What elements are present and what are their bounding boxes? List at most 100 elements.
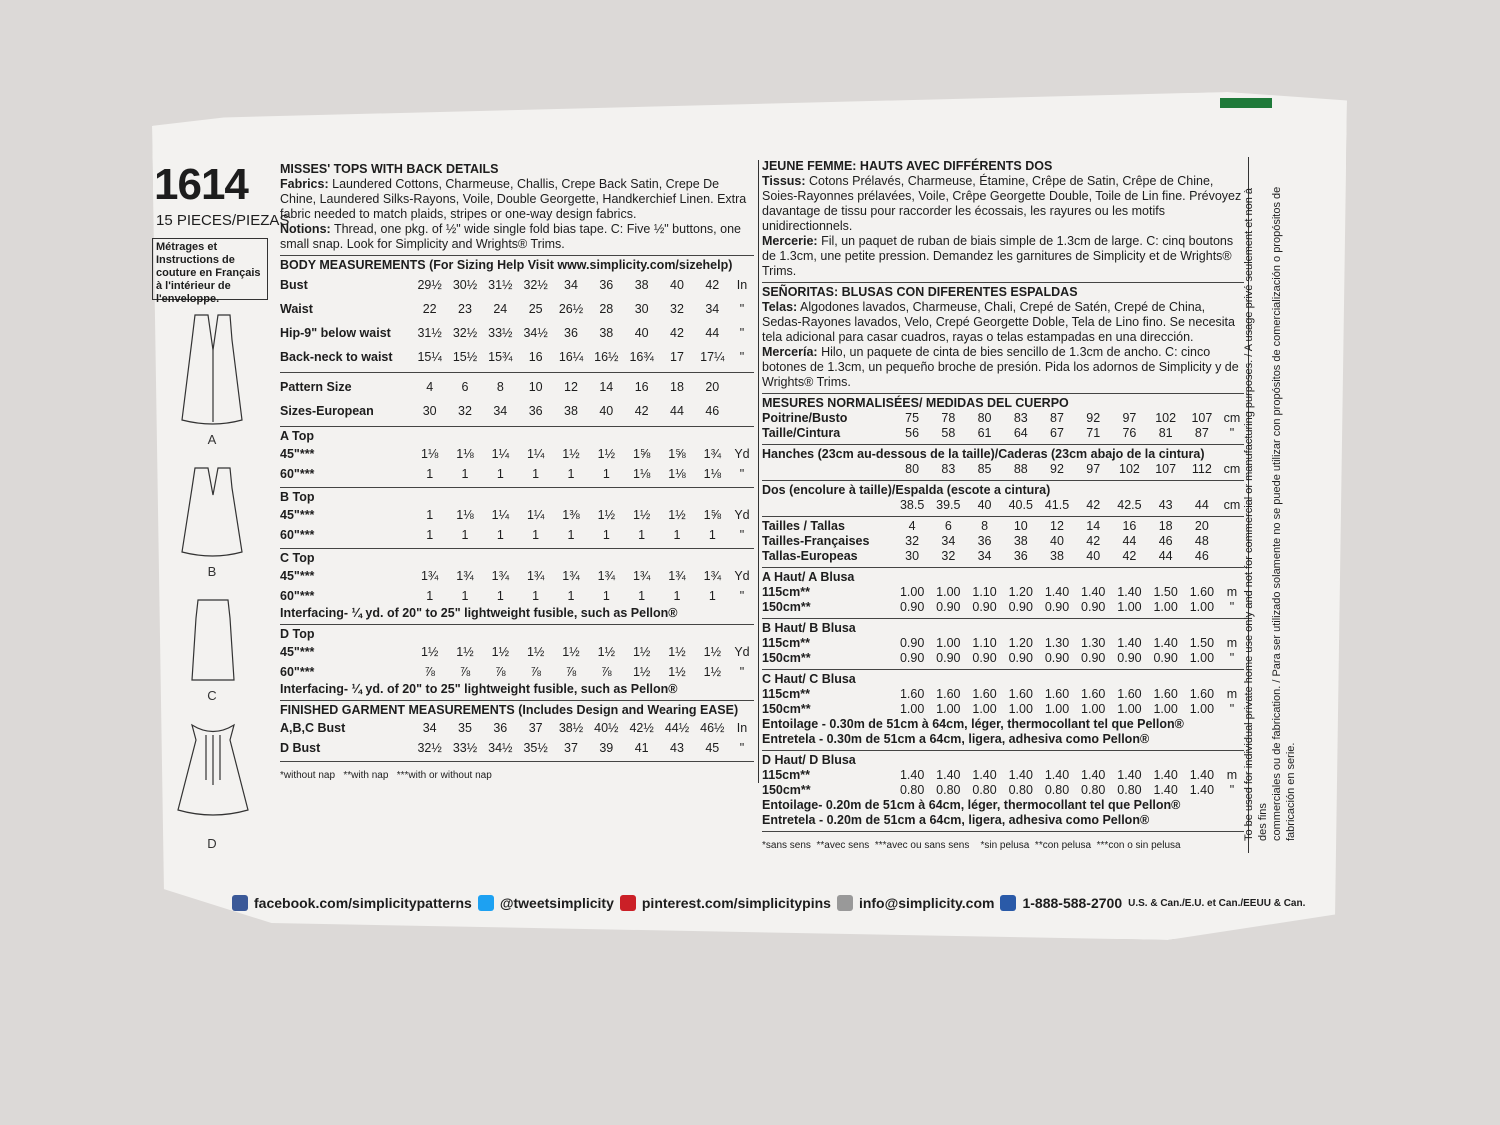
- section: B Top 45"*** 1 1⅛ 1¼ 1¼ 1⅜ 1½ 1½ 1½ 1⅝ Yd 60"*** 1 1 1 1…: [280, 488, 754, 549]
- cell: 1½: [703, 645, 722, 659]
- paragraph-label: Fabrics:: [280, 177, 329, 191]
- section-title: SEÑORITAS: BLUSAS CON DIFERENTES ESPALDA…: [762, 285, 1078, 299]
- cell: 36: [528, 404, 543, 418]
- table-row: Sizes-European 30 32 34 36 38 40 42 44 46: [280, 399, 754, 423]
- table-row: Poitrine/Busto 75 78 80 83 87 92 97 102 107 cm: [762, 411, 1244, 426]
- cell: 1¼: [526, 508, 545, 522]
- facebook[interactable]: facebook.com/simplicitypatterns: [254, 895, 472, 911]
- cell: ": [739, 528, 745, 542]
- cell: 1½: [668, 508, 686, 522]
- cell: 1¾: [632, 569, 651, 583]
- cell: 0.90: [899, 600, 925, 614]
- cell: 40: [634, 326, 649, 340]
- table-row: 150cm** 0.90 0.90 0.90 0.90 0.90 0.90 0.90 0.90 1…: [762, 651, 1244, 666]
- cell: 42: [705, 278, 720, 292]
- paragraph-label: Telas:: [762, 300, 798, 314]
- section: A Top 45"*** 1⅛ 1⅛ 1¼ 1¼ 1½ 1½ 1⅝ 1⅝ 1¾ Yd 60"*** 1 1 1…: [280, 427, 754, 488]
- cell: 80: [977, 411, 992, 425]
- cell: 1: [602, 528, 610, 542]
- table-row: Waist 22 23 24 25 26½ 28 30 32 34 ": [280, 297, 754, 321]
- email[interactable]: info@simplicity.com: [858, 895, 995, 911]
- cell: 43: [670, 741, 684, 755]
- table-row: 60"*** 1 1 1 1 1 1 1⅛ 1⅛ 1⅛ ": [280, 464, 754, 484]
- cell: 40: [1050, 534, 1064, 548]
- note: Interfacing- ¼ yd. of 20" to 25" lightwe…: [280, 682, 678, 696]
- cell: 0.80: [1044, 783, 1070, 797]
- cell: ": [739, 589, 745, 603]
- cell: 1: [426, 467, 434, 481]
- cell: 1¾: [562, 569, 580, 583]
- cell: 44: [1122, 534, 1137, 548]
- row-label: 115cm**: [762, 636, 810, 650]
- cell: 18: [670, 380, 684, 394]
- cell: ": [1229, 783, 1235, 797]
- cell: 1: [496, 528, 504, 542]
- cell: 107: [1191, 411, 1213, 425]
- cell: Yd: [734, 508, 750, 522]
- cell: 24: [493, 302, 508, 316]
- row-label: Pattern Size: [280, 380, 352, 394]
- cell: 1½: [668, 665, 686, 679]
- cell: 46: [1194, 549, 1209, 563]
- cell: 36: [1013, 549, 1028, 563]
- cell: 22: [422, 302, 437, 316]
- cell: 1⅝: [703, 508, 722, 522]
- cell: 17¼: [700, 350, 725, 364]
- section: D Haut/ D Blusa 115cm** 1.40 1.40 1.40 1.40 1.…: [762, 751, 1244, 832]
- cell: 40: [977, 498, 992, 512]
- row-label: 115cm**: [762, 585, 810, 599]
- cell: 16¼: [558, 350, 584, 364]
- twitter-icon: [477, 895, 494, 911]
- table-row: 150cm** 0.80 0.80 0.80 0.80 0.80 0.80 0.80 1.40 1…: [762, 783, 1244, 798]
- cell: 42.5: [1117, 498, 1142, 512]
- table-row: 150cm** 1.00 1.00 1.00 1.00 1.00 1.00 1.00 1.00 1…: [762, 702, 1244, 717]
- cell: 45: [705, 741, 720, 755]
- cell: 34: [705, 302, 720, 316]
- section: D Top 45"*** 1½ 1½ 1½ 1½ 1½ 1½ 1½ 1½ 1½ Yd 60"*** ⅞ ⅞ ⅞…: [280, 625, 754, 701]
- cell: 1: [532, 589, 540, 603]
- cell: 1⅛: [632, 467, 651, 481]
- paragraph-text: Hilo, un paquete de cinta de bies sencil…: [762, 345, 1239, 389]
- view-sketches: A B C D: [177, 314, 249, 850]
- cell: 1½: [597, 508, 616, 522]
- row-label: 45"***: [280, 508, 315, 522]
- cell: 38: [564, 404, 578, 418]
- cell: 26½: [558, 302, 584, 316]
- cell: 32: [905, 534, 920, 548]
- cell: 1.60: [1081, 687, 1106, 701]
- cell: 1.00: [899, 585, 925, 599]
- cell: 1.60: [1044, 687, 1070, 701]
- cell: 16: [634, 380, 649, 394]
- row-label: 45"***: [280, 447, 315, 461]
- pinterest[interactable]: pinterest.com/simplicitypins: [641, 895, 831, 911]
- cell: 87: [1050, 411, 1064, 425]
- cell: 1.00: [1189, 600, 1215, 614]
- view-label: B: [208, 564, 217, 579]
- cell: 1½: [420, 645, 439, 659]
- cell: 33½: [452, 741, 478, 755]
- table-row: Taille/Cintura 56 58 61 64 67 71 76 81 87 ": [762, 426, 1244, 441]
- cell: 38½: [558, 721, 584, 735]
- cell: m: [1226, 636, 1238, 650]
- cell: 1½: [491, 645, 510, 659]
- cell: 31½: [417, 326, 442, 340]
- section: A Haut/ A Blusa 115cm** 1.00 1.00 1.10 1.20 1.…: [762, 568, 1244, 619]
- cell: 31½: [488, 278, 513, 292]
- table-row: 45"*** 1⅛ 1⅛ 1¼ 1¼ 1½ 1½ 1⅝ 1⅝ 1¾ Yd: [280, 444, 754, 464]
- section-heading: Hanches (23cm au-dessous de la taille)/C…: [762, 447, 1205, 461]
- cell: ⅞: [495, 665, 506, 679]
- cell: 42: [634, 404, 649, 418]
- cell: m: [1226, 768, 1238, 782]
- row-label: 150cm**: [762, 702, 811, 716]
- note: Interfacing- ¼ yd. of 20" to 25" lightwe…: [280, 606, 678, 620]
- footer: facebook.com/simplicitypatterns @tweetsi…: [232, 895, 1305, 911]
- cell: 14: [1086, 519, 1101, 533]
- cell: 0.90: [1044, 651, 1070, 665]
- email-icon: [836, 895, 853, 911]
- row-label: 60"***: [280, 467, 315, 481]
- cell: ": [739, 665, 745, 679]
- cell: 107: [1155, 462, 1177, 476]
- cell: 1⅛: [420, 447, 439, 461]
- cell: 1: [426, 589, 434, 603]
- twitter[interactable]: @tweetsimplicity: [499, 895, 614, 911]
